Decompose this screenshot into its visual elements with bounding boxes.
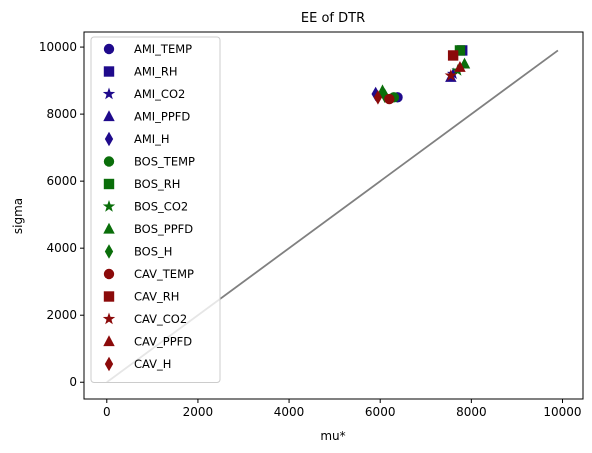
point-bos-rh-1 xyxy=(454,45,466,56)
legend-marker-ami-h xyxy=(104,131,114,147)
legend-marker-bos-h xyxy=(104,244,114,259)
axes-frame xyxy=(83,31,584,400)
legend-label-ami-co2: AMI_CO2 xyxy=(134,87,185,101)
legend-frame xyxy=(90,36,221,383)
legend-label-cav-h: CAV_H xyxy=(134,357,171,371)
x-axis-label: mu* xyxy=(320,429,345,443)
legend-marker-ami-ppfd xyxy=(103,110,115,122)
x-tick-label: 2000 xyxy=(183,405,214,419)
legend-marker-cav-rh xyxy=(103,291,115,302)
y-tick-label: 8000 xyxy=(46,107,77,121)
point-ami-co2-1 xyxy=(446,67,460,80)
legend-marker-cav-co2 xyxy=(102,312,116,325)
legend-label-cav-temp: CAV_TEMP xyxy=(134,267,194,281)
legend-label-bos-temp: BOS_TEMP xyxy=(134,155,195,169)
legend-marker-ami-temp xyxy=(103,43,115,55)
y-tick-label: 2000 xyxy=(46,308,77,322)
y-tick-label: 4000 xyxy=(46,241,77,255)
legend-marker-bos-temp xyxy=(103,156,115,167)
legend-label-ami-ppfd: AMI_PPFD xyxy=(134,110,190,124)
point-cav-co2-1 xyxy=(444,69,458,81)
y-tick-label: 10000 xyxy=(39,40,77,54)
chart-title: EE of DTR xyxy=(301,11,365,26)
x-tick-label: 4000 xyxy=(274,405,305,419)
legend-marker-ami-co2 xyxy=(102,87,116,100)
point-cav-rh-1 xyxy=(447,50,459,61)
x-tick-label: 6000 xyxy=(365,405,396,419)
legend: AMI_TEMP AMI_RH AMI_CO2 AMI_PPFD AMI_H BOS_TE… xyxy=(90,36,221,383)
y-tick-label: 6000 xyxy=(46,174,77,188)
point-ami-h-1 xyxy=(371,86,380,102)
legend-label-ami-temp: AMI_TEMP xyxy=(134,42,192,56)
legend-label-cav-ppfd: CAV_PPFD xyxy=(134,335,192,349)
point-cav-temp-1 xyxy=(384,93,395,105)
legend-label-bos-h: BOS_H xyxy=(134,245,172,259)
legend-label-bos-rh: BOS_RH xyxy=(134,177,180,191)
legend-marker-bos-rh xyxy=(103,178,115,190)
x-tick-label: 0 xyxy=(103,405,111,419)
legend-label-cav-co2: CAV_CO2 xyxy=(134,312,187,326)
legend-marker-bos-ppfd xyxy=(103,222,115,234)
legend-marker-cav-temp xyxy=(103,268,115,280)
legend-marker-ami-rh xyxy=(103,66,115,77)
point-cav-h-1 xyxy=(373,90,383,105)
plot-area: 0 2000 4000 6000 8000 10000 0 2000 4000 6000 8000 1… xyxy=(39,31,584,419)
x-tick-label: 10000 xyxy=(543,405,581,419)
legend-label-bos-co2: BOS_CO2 xyxy=(134,200,188,214)
legend-label-ami-rh: AMI_RH xyxy=(134,65,178,79)
legend-label-bos-ppfd: BOS_PPFD xyxy=(134,222,193,236)
legend-marker-cav-ppfd xyxy=(103,335,115,347)
legend-label-ami-h: AMI_H xyxy=(134,132,170,146)
point-cav-ppfd-1 xyxy=(454,60,466,72)
y-tick-label: 0 xyxy=(69,375,77,389)
legend-label-cav-rh: CAV_RH xyxy=(134,290,179,304)
legend-marker-bos-co2 xyxy=(102,200,116,212)
legend-marker-cav-h xyxy=(104,356,114,372)
y-axis-label: sigma xyxy=(11,198,25,234)
x-tick-label: 8000 xyxy=(456,405,487,419)
